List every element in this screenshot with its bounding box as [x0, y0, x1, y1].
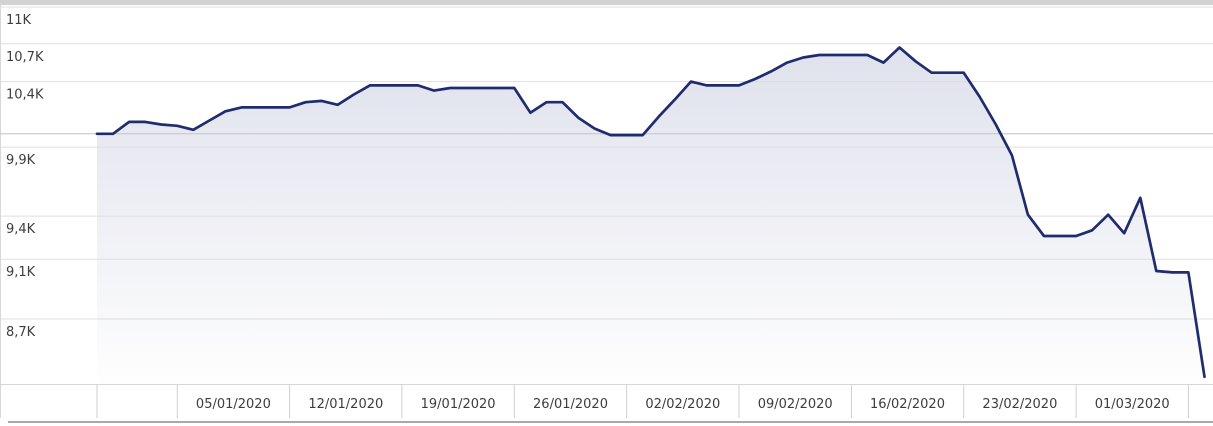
x-tick-label: 19/01/2020 [421, 397, 496, 412]
y-tick-label: 10,7K [6, 50, 44, 65]
x-tick-label: 01/03/2020 [1095, 397, 1170, 412]
y-tick-label: 11K [6, 13, 32, 28]
y-tick-label: 9,4K [6, 222, 36, 237]
x-tick-label: 16/02/2020 [870, 397, 945, 412]
y-tick-label: 8,7K [6, 325, 36, 340]
series-line [95, 46, 1206, 379]
x-tick-label: 05/01/2020 [196, 397, 271, 412]
x-tick-label: 26/01/2020 [533, 397, 608, 412]
bottom-border [8, 421, 1213, 423]
x-tick-label: 09/02/2020 [758, 397, 833, 412]
y-tick-label: 9,9K [6, 153, 36, 168]
x-tick-label: 23/02/2020 [982, 397, 1057, 412]
x-tick-label: 02/02/2020 [645, 397, 720, 412]
top-bar [0, 0, 1213, 5]
x-tick-label: 12/01/2020 [308, 397, 383, 412]
y-tick-label: 10,4K [6, 88, 44, 103]
y-tick-label: 9,1K [6, 265, 36, 280]
